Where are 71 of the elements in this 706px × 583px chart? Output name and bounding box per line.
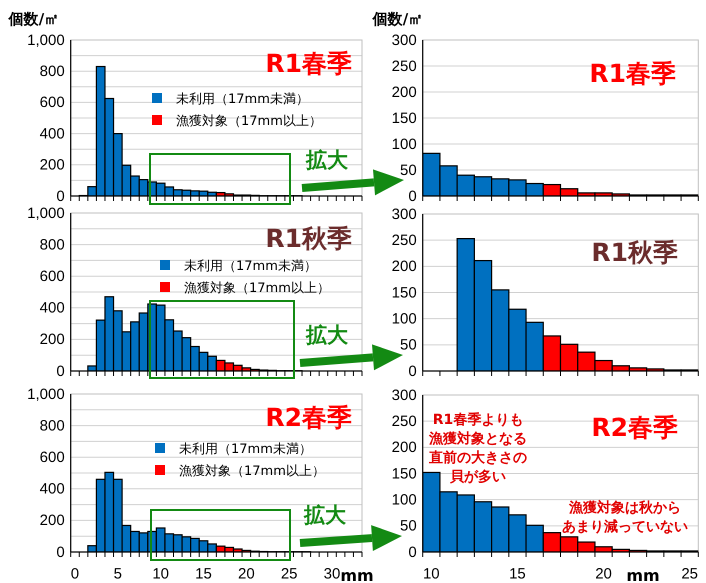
y-tick-label: 250 — [392, 232, 417, 249]
text: R1秋季 — [591, 238, 678, 267]
y-tick-label: 300 — [392, 386, 417, 404]
y-tick-label: 150 — [392, 465, 417, 482]
legend-label: 漁獲対象（17mm以上） — [184, 280, 330, 296]
y-tick-label: 200 — [392, 258, 417, 276]
annotation: 漁獲対象は秋からあまり減っていない — [562, 499, 688, 535]
x-tick-label: 30 — [324, 566, 340, 583]
x-tick-label: 0 — [70, 566, 80, 583]
y-tick-label: 200 — [40, 512, 65, 530]
y-tick-label: 1,000 — [27, 204, 65, 222]
y-tick-label: 800 — [40, 417, 65, 434]
chart-title: R2春季 — [265, 403, 352, 432]
y-tick-label: 0 — [408, 188, 417, 205]
y-tick-label: 400 — [40, 300, 65, 317]
y-tick-label: 0 — [56, 188, 65, 205]
y-tick-label: 200 — [392, 84, 417, 101]
x-axis-title: mm — [626, 566, 660, 583]
x-tick-label: 20 — [595, 566, 612, 583]
y-tick-label: 100 — [392, 136, 417, 153]
y-tick-label: 600 — [40, 94, 65, 112]
y-tick-label: 0 — [408, 544, 417, 561]
x-tick-label: 5 — [114, 566, 122, 583]
y-tick-label: 200 — [392, 439, 417, 456]
y-tick-label: 1,000 — [27, 386, 65, 403]
text: R2春季 — [591, 413, 678, 442]
legend-label: 未利用（17mm未満） — [176, 92, 309, 107]
y-tick-label: 400 — [40, 480, 65, 498]
chart-title: R1春季 — [265, 49, 352, 78]
y-tick-label: 200 — [40, 156, 65, 174]
y-tick-label: 800 — [40, 63, 65, 80]
y-tick-label: 0 — [408, 362, 417, 380]
text: R1秋季 — [265, 224, 352, 253]
x-tick-label: 15 — [509, 566, 526, 583]
y-tick-label: 150 — [392, 284, 417, 302]
y-axis-title: 個数/㎡ — [372, 10, 424, 28]
annotation: 拡大 — [305, 323, 349, 347]
y-tick-label: 0 — [56, 362, 65, 380]
text: R1春季 — [589, 59, 676, 88]
y-tick-label: 100 — [392, 491, 417, 508]
legend-label: 未利用（17mm未満） — [184, 259, 317, 274]
y-tick-label: 250 — [392, 58, 417, 75]
x-tick-label: 10 — [152, 566, 170, 583]
annotation: 拡大 — [305, 148, 349, 172]
annotation: R1春季よりも漁獲対象となる直前の大きさの貝が多い — [428, 411, 527, 485]
y-tick-label: 50 — [400, 162, 417, 179]
legend-label: 未利用（17mm未満） — [179, 442, 312, 457]
x-tick-label: 25 — [280, 566, 298, 583]
y-tick-label: 150 — [392, 110, 417, 127]
y-tick-label: 100 — [392, 310, 417, 328]
y-tick-label: 400 — [40, 125, 65, 142]
y-tick-label: 1,000 — [27, 32, 65, 49]
x-tick-label: 20 — [238, 566, 255, 583]
y-tick-label: 300 — [392, 32, 417, 49]
y-axis-title: 個数/㎡ — [8, 10, 60, 28]
y-tick-label: 50 — [400, 336, 417, 354]
y-tick-label: 250 — [392, 412, 417, 430]
annotation: 拡大 — [303, 503, 347, 527]
legend-label: 漁獲対象（17mm以上） — [179, 463, 325, 479]
x-tick-label: 15 — [195, 566, 212, 583]
y-tick-label: 300 — [392, 206, 417, 223]
x-axis-title: mm — [340, 566, 374, 583]
y-tick-label: 0 — [56, 544, 65, 561]
y-tick-label: 200 — [40, 331, 65, 348]
legend-label: 漁獲対象（17mm以上） — [176, 113, 322, 129]
x-tick-label: 10 — [422, 566, 440, 583]
x-tick-label: 25 — [681, 566, 698, 583]
y-tick-label: 800 — [40, 236, 65, 254]
y-tick-label: 600 — [40, 268, 65, 285]
y-tick-label: 600 — [40, 449, 65, 466]
y-tick-label: 50 — [400, 518, 417, 535]
